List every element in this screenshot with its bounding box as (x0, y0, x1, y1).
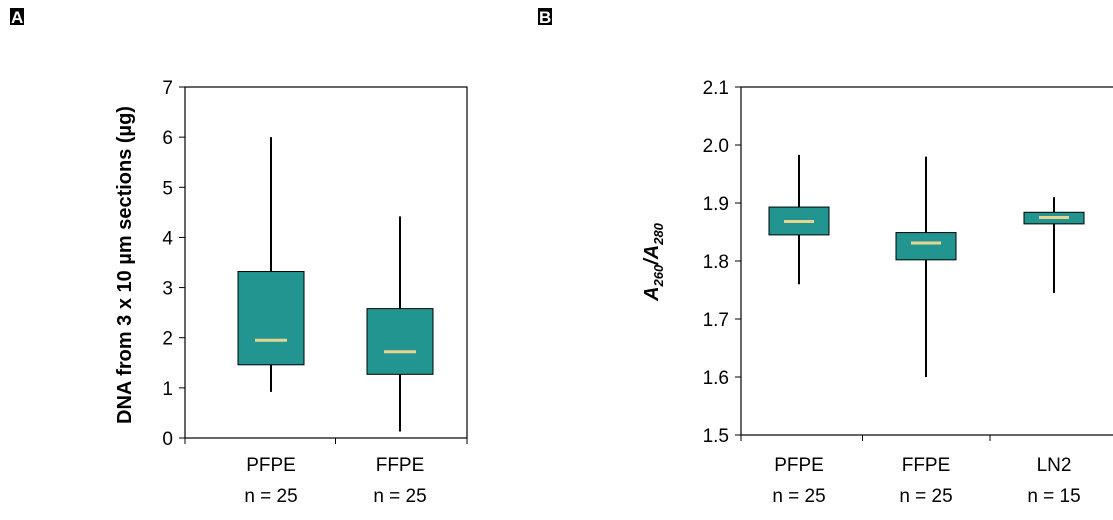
panel-b-y-tick-label: 1.8 (703, 252, 729, 273)
panel-a: A DNA from 3 x 10 µm sections (µg) 0 1 2 3 4… (10, 8, 467, 507)
panel-a-box-pfpe (238, 272, 304, 365)
panel-a-y-tick-label: 0 (162, 429, 173, 450)
panel-b-category-label-ffpe: FFPE (902, 455, 951, 476)
panel-b-y-tick-label: 2.0 (703, 136, 729, 157)
panel-a-sample-size-label-ffpe: n = 25 (373, 486, 426, 507)
panel-b-category-label-ln2: LN2 (1037, 455, 1072, 476)
panel-b-category-label-pfpe: PFPE (774, 455, 824, 476)
panel-a-y-tick-label: 2 (162, 329, 173, 350)
panel-a-y-tick-label: 4 (162, 228, 173, 249)
panel-b-sample-size-label-ffpe: n = 25 (899, 486, 952, 507)
panel-b-y-tick-label: 2.1 (703, 78, 729, 99)
panel-a-y-tick-label: 5 (162, 178, 173, 199)
panel-a-y-tick-label: 1 (162, 379, 173, 400)
panel-a-box-ffpe (367, 309, 433, 375)
panel-b-y-tick-label: 1.7 (703, 310, 729, 331)
panel-b-box-ffpe (896, 233, 956, 260)
panel-a-y-axis-title: DNA from 3 x 10 µm sections (µg) (114, 106, 136, 424)
panel-b-y-tick-label: 1.9 (703, 194, 729, 215)
panel-a-label: A (11, 8, 23, 27)
panel-b-y-axis-title: A260/A280 (641, 222, 666, 302)
panel-b-label: B (539, 8, 551, 27)
panel-b-sample-size-label-pfpe: n = 25 (772, 486, 825, 507)
panel-a-category-label-pfpe: PFPE (246, 455, 296, 476)
panel-b-y-tick-label: 1.6 (703, 368, 729, 389)
panel-a-y-tick-label: 6 (162, 128, 173, 149)
panel-b-y-tick-label: 1.5 (703, 426, 729, 447)
panel-a-sample-size-label-pfpe: n = 25 (244, 486, 297, 507)
panel-b-sample-size-label-ln2: n = 15 (1027, 486, 1080, 507)
panel-b: B A260/A280 1.5 1.6 1.7 1.8 1.9 2.0 2.1 PFPE n … (538, 8, 1113, 507)
panel-a-y-tick-label: 3 (162, 279, 173, 300)
panel-a-plot-frame (185, 87, 467, 438)
panel-a-category-label-ffpe: FFPE (376, 455, 425, 476)
panel-a-y-tick-label: 7 (162, 78, 173, 99)
